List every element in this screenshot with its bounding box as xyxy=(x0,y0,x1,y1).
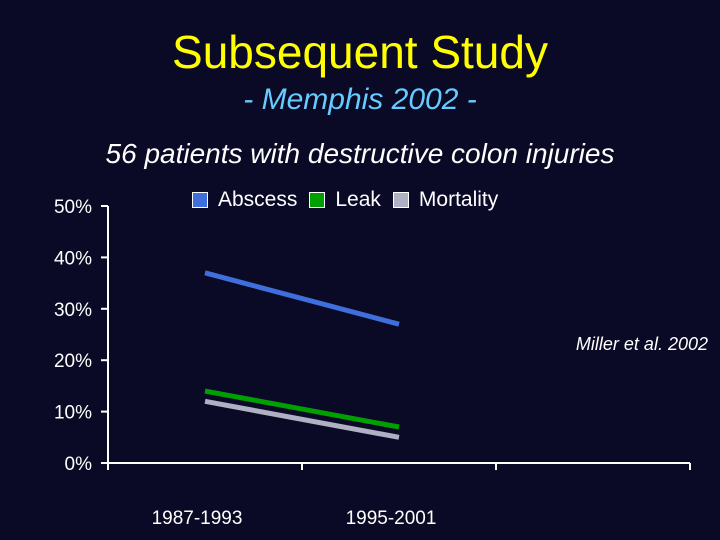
page-title: Subsequent Study xyxy=(172,26,548,78)
y-tick-label: 10% xyxy=(54,403,92,424)
series-line-mortality xyxy=(204,398,400,440)
y-tick-label: 50% xyxy=(54,197,92,218)
chart-series xyxy=(204,270,400,440)
x-tick-label: 1995-2001 xyxy=(346,508,437,529)
series-line-leak xyxy=(204,388,400,430)
y-tick-label: 30% xyxy=(54,300,92,321)
legend-label-mortality: Mortality xyxy=(418,188,499,211)
study-caption: 56 patients with destructive colon injur… xyxy=(105,138,615,169)
legend-swatch-abscess xyxy=(192,192,208,208)
legend-swatch-leak xyxy=(309,192,326,208)
legend-swatch-mortality xyxy=(392,192,409,208)
x-tick-label: 1987-1993 xyxy=(152,508,243,529)
page-subtitle: - Memphis 2002 - xyxy=(243,83,477,116)
legend-label-abscess: Abscess xyxy=(218,188,298,211)
y-tick-label: 20% xyxy=(54,351,92,372)
y-tick-label: 0% xyxy=(65,454,93,475)
legend-item-abscess: Abscess xyxy=(192,188,297,212)
legend-item-mortality: Mortality xyxy=(392,188,499,212)
citation: Miller et al. 2002 xyxy=(575,334,708,354)
chart-legend: Abscess Leak Mortality xyxy=(192,188,510,212)
y-tick-label: 40% xyxy=(54,248,92,269)
chart-axes: 0% 10% 20% 30% 40% 50% 1987-1993 1995-2001 xyxy=(54,197,691,529)
series-line-abscess xyxy=(204,270,400,327)
legend-item-leak: Leak xyxy=(309,188,381,212)
legend-label-leak: Leak xyxy=(335,188,381,211)
